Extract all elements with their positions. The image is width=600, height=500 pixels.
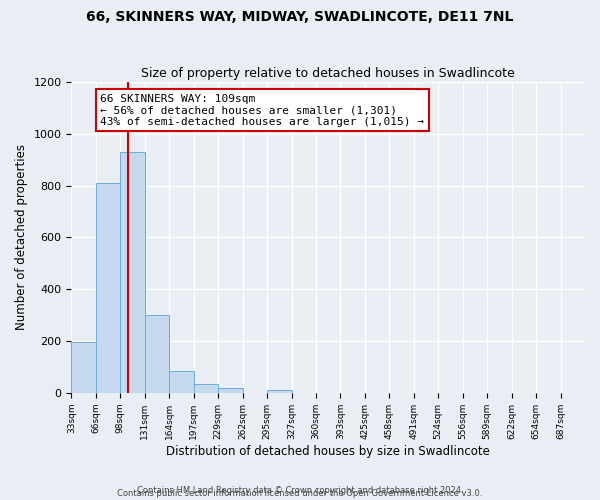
X-axis label: Distribution of detached houses by size in Swadlincote: Distribution of detached houses by size …: [166, 444, 490, 458]
Bar: [194, 384, 218, 393]
Bar: [218, 388, 242, 393]
Y-axis label: Number of detached properties: Number of detached properties: [15, 144, 28, 330]
Bar: [267, 390, 292, 393]
Bar: [71, 342, 96, 393]
Title: Size of property relative to detached houses in Swadlincote: Size of property relative to detached ho…: [142, 66, 515, 80]
Bar: [121, 152, 145, 393]
Text: 66 SKINNERS WAY: 109sqm
← 56% of detached houses are smaller (1,301)
43% of semi: 66 SKINNERS WAY: 109sqm ← 56% of detache…: [100, 94, 424, 127]
Bar: [145, 315, 169, 393]
Bar: [96, 183, 121, 393]
Text: 66, SKINNERS WAY, MIDWAY, SWADLINCOTE, DE11 7NL: 66, SKINNERS WAY, MIDWAY, SWADLINCOTE, D…: [86, 10, 514, 24]
Text: Contains public sector information licensed under the Open Government Licence v3: Contains public sector information licen…: [118, 488, 482, 498]
Bar: [169, 371, 194, 393]
Text: Contains HM Land Registry data © Crown copyright and database right 2024.: Contains HM Land Registry data © Crown c…: [137, 486, 463, 495]
